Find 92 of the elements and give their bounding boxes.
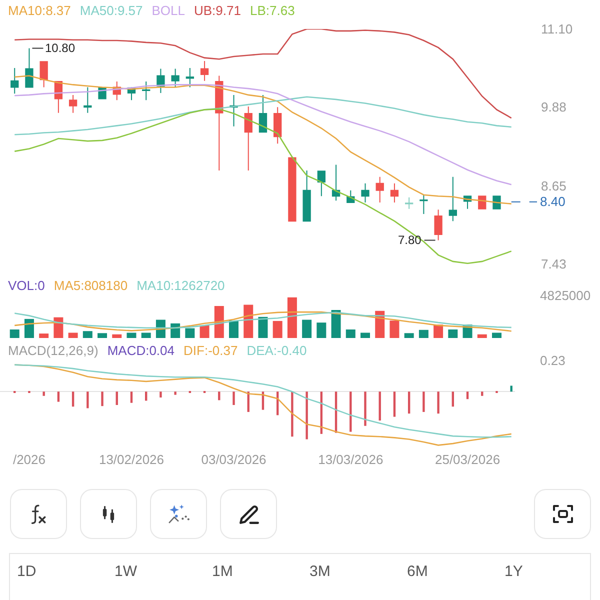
bar — [185, 328, 195, 338]
candlestick — [244, 106, 252, 172]
candlestick — [156, 68, 165, 94]
bar — [82, 331, 92, 338]
text: 0.23 — [540, 353, 566, 368]
candlestick — [68, 94, 78, 114]
x-tick-label: 13/03/2026 — [318, 452, 384, 467]
bar — [346, 329, 356, 338]
y-tick-label: 7.43 — [541, 256, 566, 272]
text: MA50:9.57 — [80, 3, 143, 18]
candlestick — [84, 86, 92, 114]
candlestick — [420, 194, 428, 215]
bar — [68, 332, 78, 338]
candlestick — [361, 182, 370, 204]
candlestick — [186, 68, 194, 88]
line-series — [14, 96, 512, 136]
bar — [258, 316, 268, 338]
bar — [287, 297, 297, 338]
bar — [316, 322, 326, 338]
bar — [331, 310, 341, 338]
text: MA10:8.37 — [8, 3, 71, 18]
category-label: 1D — [17, 563, 36, 580]
candlestick — [200, 60, 209, 82]
candlestick — [332, 164, 340, 202]
text: LB:7.63 — [250, 3, 295, 18]
candlestick — [40, 61, 48, 88]
bar — [434, 324, 444, 338]
candlestick — [317, 170, 326, 197]
series-label: DIF:-0.37 — [184, 343, 238, 358]
bar — [200, 325, 210, 338]
candlestick — [288, 157, 296, 222]
category-label: 6M — [407, 563, 428, 580]
bar — [126, 332, 136, 338]
candlestick — [302, 170, 311, 222]
text: BOLL — [152, 3, 185, 18]
bar — [244, 304, 254, 338]
x-tick-label: 13/02/2026 — [98, 452, 164, 467]
candlestick — [25, 48, 34, 88]
text: MA10:1262720 — [136, 278, 225, 293]
candlestick — [405, 196, 414, 210]
candlestick — [448, 176, 457, 222]
text: MA5:808180 — [54, 278, 128, 293]
candlestick — [376, 176, 384, 204]
y-tick-label: 11.10 — [541, 22, 573, 37]
category-label: 1W — [114, 563, 137, 580]
y-tick-label: 9.88 — [541, 100, 566, 115]
category-label: 1Y — [504, 563, 523, 580]
line-series — [14, 84, 512, 186]
bar — [39, 334, 49, 338]
bar — [141, 332, 151, 338]
bar — [214, 306, 224, 338]
line-series — [14, 75, 512, 204]
bar — [448, 329, 458, 338]
annotation: 10.80 — [45, 41, 76, 55]
x-tick-label: 25/03/2026 — [434, 452, 500, 467]
chart-title: MACD(12,26,9) — [8, 343, 98, 358]
candlestick — [492, 196, 501, 210]
legend-title: MACD:0.04 — [107, 343, 175, 358]
annotation: 7.80 — [398, 233, 422, 247]
bar — [112, 334, 122, 338]
text: UB:9.71 — [194, 3, 241, 18]
bar — [390, 320, 400, 338]
bar — [54, 317, 64, 338]
bar — [10, 329, 20, 338]
bar — [229, 320, 239, 338]
line-series — [14, 108, 512, 264]
candlestick — [258, 94, 268, 133]
bar — [24, 318, 34, 338]
bar — [404, 333, 414, 338]
bar — [492, 332, 502, 338]
candlestick — [171, 68, 180, 88]
bar — [477, 334, 487, 338]
bar — [98, 333, 108, 338]
y-tick-label: 8.65 — [541, 178, 566, 194]
candlestick — [10, 68, 19, 94]
candlestick — [434, 209, 442, 241]
x-tick-label: 03/03/2026 — [201, 452, 266, 467]
line-series — [14, 29, 512, 119]
bar — [418, 330, 428, 338]
bar — [360, 332, 370, 338]
ref-line-label: 8.40 — [540, 194, 566, 209]
candlestick — [274, 106, 282, 144]
x-tick-label: /2026 — [12, 452, 46, 467]
bar — [272, 320, 282, 338]
text: 4825000 — [540, 288, 591, 303]
bar — [302, 320, 312, 338]
candlestick — [390, 182, 399, 204]
series-label: DEA:-0.40 — [246, 343, 307, 358]
category-label: 1M — [212, 563, 233, 580]
category-label: 3M — [310, 563, 330, 580]
candlestick — [142, 81, 150, 101]
legend-title: VOL:0 — [8, 278, 45, 293]
